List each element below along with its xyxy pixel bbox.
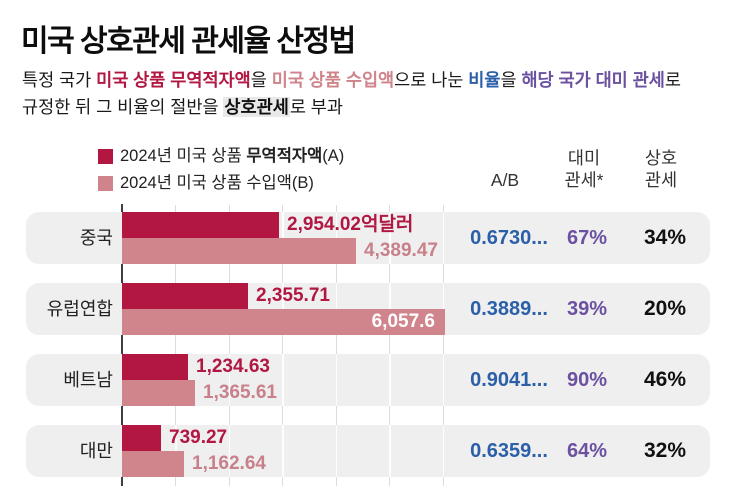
axis-line <box>121 204 123 486</box>
gridline <box>442 425 444 477</box>
legend: 2024년 미국 상품 무역적자액(A) 2024년 미국 상품 수입액(B) <box>98 143 344 197</box>
gridline <box>335 425 337 477</box>
subtitle-text: 을 <box>250 70 272 90</box>
subtitle-imports-term: 미국 상품 수입액 <box>271 70 395 90</box>
tariff-on-us-value: 64% <box>566 440 608 462</box>
subtitle-deficit-term: 미국 상품 무역적자액 <box>96 70 251 90</box>
gridline <box>335 205 337 486</box>
imports-bar: 1,162.64 <box>122 451 266 477</box>
subtitle-reciprocal-term: 상호관세 <box>223 97 290 117</box>
imports-bar: 1,365.61 <box>122 380 277 406</box>
reciprocal-tariff-value: 46% <box>643 368 687 391</box>
tariff-on-us-value: 90% <box>566 369 608 391</box>
subtitle-text: 로 부과 <box>289 97 343 117</box>
gridline <box>228 205 230 486</box>
imports-value: 1,162.64 <box>192 453 266 474</box>
imports-swatch-icon <box>98 176 113 191</box>
reciprocal-tariff-value: 20% <box>643 297 687 320</box>
subtitle-text: 으로 나눈 <box>394 70 469 90</box>
deficit-value: 2,954.02억달러 <box>287 214 414 235</box>
imports-bar: 4,389.47 <box>122 238 438 264</box>
country-label: 중국 <box>79 228 113 248</box>
deficit-bar: 739.27 <box>122 425 227 451</box>
legend-label: 2024년 미국 상품 무역적자액(A) <box>120 147 345 165</box>
column-header-ab: A/B <box>490 170 520 190</box>
gridline <box>389 425 391 477</box>
tariff-on-us-value: 39% <box>566 298 608 320</box>
chart-row-taiwan: 대만 739.27 1,162.64 0.6359... 64% 32% <box>26 425 710 477</box>
subtitle-text: 을 <box>500 70 522 90</box>
gridline <box>389 212 391 264</box>
imports-value: 6,057.6 <box>371 311 435 332</box>
subtitle-text: 특정 국가 <box>22 70 97 90</box>
subtitle-tariff-term: 해당 국가 대미 관세 <box>521 70 665 90</box>
ab-ratio-value: 0.9041... <box>470 369 548 391</box>
country-label: 유럽연합 <box>46 299 113 319</box>
ab-ratio-value: 0.6730... <box>470 227 548 249</box>
gridline <box>228 425 230 477</box>
tariff-on-us-value: 67% <box>566 227 608 249</box>
subtitle-text: 규정한 뒤 그 비율의 절반을 <box>22 97 224 117</box>
chart-row-china: 중국 2,954.02억달러 4,389.47 0.6730... 67% 34… <box>26 212 710 264</box>
gridline <box>282 205 283 486</box>
subtitle: 특정 국가 미국 상품 무역적자액을 미국 상품 수입액으로 나눈 비율을 해당… <box>22 67 727 121</box>
chart-row-eu: 유럽연합 2,355.71 6,057.6 0.3889... 39% 20% <box>26 283 710 335</box>
legend-item-imports: 2024년 미국 상품 수입액(B) <box>98 170 344 197</box>
gridline <box>228 354 230 406</box>
gridline <box>442 212 444 264</box>
deficit-bar: 2,954.02억달러 <box>122 212 413 238</box>
gridline <box>282 425 284 477</box>
deficit-swatch-icon <box>98 149 113 164</box>
deficit-bar: 2,355.71 <box>122 283 330 309</box>
page-title: 미국 상호관세 관세율 산정법 <box>21 25 356 58</box>
subtitle-text: 로 <box>664 70 681 90</box>
chart-row-vietnam: 베트남 1,234.63 1,365.61 0.9041... 90% 46% <box>26 354 710 406</box>
gridline <box>442 354 444 406</box>
subtitle-ratio-term: 비율 <box>468 70 501 90</box>
country-label: 대만 <box>79 441 113 461</box>
deficit-value: 739.27 <box>169 427 228 448</box>
column-header-reciprocal: 상호 관세 <box>644 148 678 190</box>
deficit-bar: 1,234.63 <box>122 354 270 380</box>
ab-ratio-value: 0.3889... <box>470 298 548 320</box>
deficit-value: 2,355.71 <box>256 285 330 306</box>
gridline <box>442 205 444 486</box>
country-label: 베트남 <box>63 370 113 390</box>
ab-ratio-value: 0.6359... <box>470 440 548 462</box>
reciprocal-tariff-value: 34% <box>643 226 687 249</box>
gridline <box>389 354 391 406</box>
gridline <box>389 205 390 486</box>
imports-value: 1,365.61 <box>203 382 277 403</box>
imports-bar: 6,057.6 <box>122 309 445 335</box>
reciprocal-tariff-value: 32% <box>643 439 687 462</box>
legend-item-deficit: 2024년 미국 상품 무역적자액(A) <box>98 143 344 170</box>
legend-label: 2024년 미국 상품 수입액(B) <box>120 174 314 192</box>
imports-value: 4,389.47 <box>364 240 438 261</box>
gridline <box>175 205 176 486</box>
gridline <box>335 354 337 406</box>
gridline <box>282 354 284 406</box>
column-header-tariff: 대미 관세* <box>564 148 604 190</box>
deficit-value: 1,234.63 <box>196 356 270 377</box>
